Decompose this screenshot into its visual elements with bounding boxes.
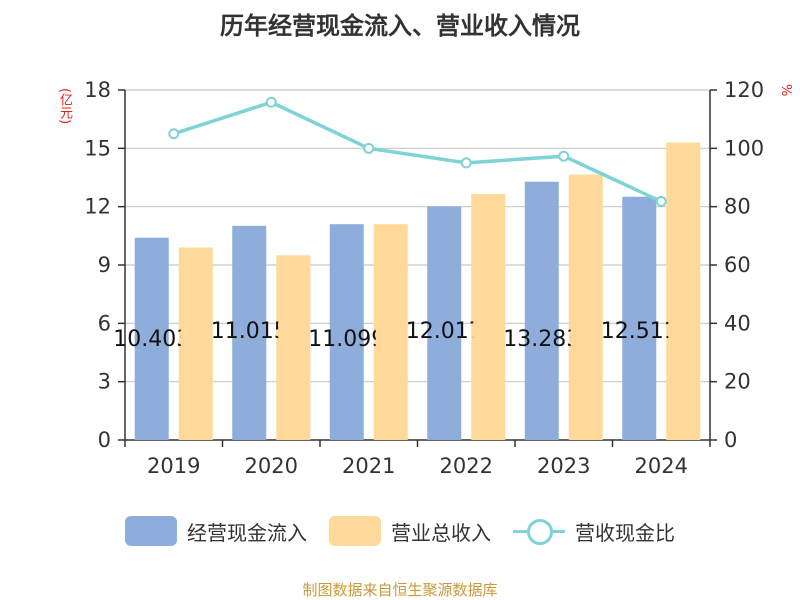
right-axis-tick-label: 60 <box>724 253 751 277</box>
bar-cash-inflow <box>524 181 559 440</box>
right-axis-tick-label: 20 <box>724 370 751 394</box>
bar-revenue <box>373 224 408 440</box>
bar-cash-inflow <box>134 237 169 440</box>
x-axis-tick-label: 2024 <box>635 454 688 478</box>
left-axis-tick-label: 0 <box>98 428 111 452</box>
x-axis-tick-label: 2020 <box>245 454 298 478</box>
left-axis-tick-label: 3 <box>98 370 111 394</box>
right-axis-tick-label: 0 <box>724 428 737 452</box>
bar-revenue <box>666 142 701 440</box>
x-axis-tick-label: 2022 <box>440 454 493 478</box>
data-label: 11.015 <box>211 319 288 344</box>
x-axis-tick-label: 2023 <box>537 454 590 478</box>
ratio-point <box>655 195 667 207</box>
bar-revenue <box>471 194 506 440</box>
data-label: 10.403 <box>113 327 190 352</box>
legend-label-cash-inflow: 经营现金流入 <box>187 520 307 545</box>
legend-item-revenue[interactable]: 营业总收入 <box>329 516 491 546</box>
left-axis-tick-label: 15 <box>84 136 111 160</box>
ratio-point <box>265 96 277 108</box>
data-label: 13.283 <box>503 327 580 352</box>
left-axis-tick-label: 12 <box>84 195 111 219</box>
right-axis-tick-label: 120 <box>724 78 764 102</box>
bar-revenue <box>276 255 311 440</box>
chart-title: 历年经营现金流入、营业收入情况 <box>220 12 580 40</box>
left-axis-tick-label: 18 <box>84 78 111 102</box>
ratio-point <box>558 150 570 162</box>
bar-cash-inflow <box>329 224 364 440</box>
bar-cash-inflow <box>427 206 462 440</box>
left-axis-unit: (亿元) <box>57 88 72 125</box>
legend-line-key-ratio <box>513 516 565 546</box>
data-label: 12.017 <box>406 319 483 344</box>
bar-cash-inflow <box>622 196 657 440</box>
left-axis-tick-label: 9 <box>98 253 111 277</box>
data-label: 11.099 <box>308 327 385 352</box>
legend-item-cash-inflow[interactable]: 经营现金流入 <box>125 516 307 546</box>
bar-revenue <box>178 247 213 440</box>
legend: 经营现金流入 营业总收入 营收现金比 <box>0 516 800 546</box>
x-axis-tick-label: 2021 <box>342 454 395 478</box>
ratio-point <box>168 128 180 140</box>
right-axis-tick-label: 40 <box>724 311 751 335</box>
right-axis-unit: % <box>778 84 793 97</box>
ratio-point <box>460 157 472 169</box>
source-note: 制图数据来自恒生聚源数据库 <box>302 581 498 599</box>
ratio-point <box>363 142 375 154</box>
right-axis-tick-label: 80 <box>724 195 751 219</box>
left-axis-tick-label: 6 <box>98 311 111 335</box>
legend-item-ratio[interactable]: 营收现金比 <box>513 516 675 546</box>
ratio-line <box>173 100 662 204</box>
legend-label-ratio: 营收现金比 <box>575 520 675 545</box>
x-axis-tick-label: 2019 <box>147 454 200 478</box>
bar-cash-inflow <box>232 225 267 440</box>
legend-swatch-revenue <box>329 516 381 546</box>
legend-label-revenue: 营业总收入 <box>391 520 491 545</box>
legend-line-marker <box>527 519 553 545</box>
right-axis-tick-label: 100 <box>724 136 764 160</box>
data-label: 12.511 <box>601 319 678 344</box>
bar-revenue <box>568 174 603 441</box>
legend-swatch-cash-inflow <box>125 516 177 546</box>
